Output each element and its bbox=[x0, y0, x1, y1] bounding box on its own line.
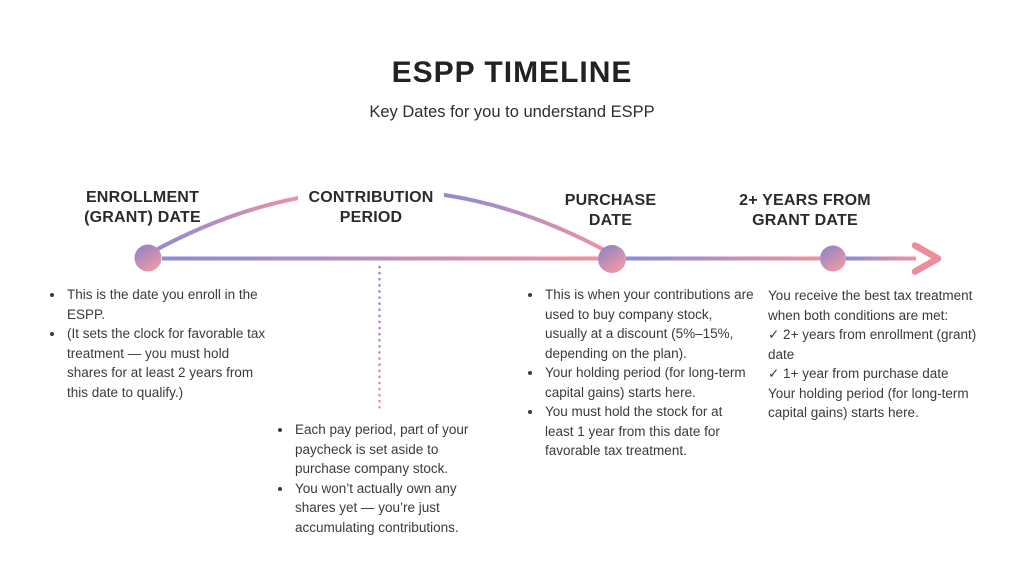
notes-enrollment: This is the date you enroll in the ESPP.… bbox=[48, 285, 272, 402]
milestone-label-line: CONTRIBUTION bbox=[308, 189, 434, 206]
page-title: ESPP TIMELINE bbox=[391, 56, 633, 89]
timeline-arrowhead-icon bbox=[911, 242, 942, 275]
milestone-label-grant-plus-2y: 2+ YEARS FROM GRANT DATE bbox=[723, 191, 887, 231]
note-bullet: This is the date you enroll in the ESPP. bbox=[65, 285, 272, 324]
milestone-label-purchase: PURCHASE DATE bbox=[548, 191, 673, 231]
note-line-checkmark: ✓ 2+ years from enrollment (grant) date bbox=[768, 327, 977, 362]
milestone-dot-enrollment bbox=[134, 244, 162, 272]
milestone-label-line: ENROLLMENT bbox=[85, 189, 200, 206]
milestone-label-line: GRANT DATE bbox=[752, 212, 858, 229]
note-bullet: This is when your contributions are used… bbox=[543, 285, 754, 363]
milestone-dot-purchase bbox=[598, 245, 626, 273]
notes-list: This is when your contributions are used… bbox=[526, 285, 754, 461]
note-bullet: Your holding period (for long-term capit… bbox=[543, 363, 754, 402]
note-line: Your holding period (for long-term capit… bbox=[768, 385, 969, 421]
milestone-dot-grant-plus-2y bbox=[820, 245, 846, 272]
note-bullet: (It sets the clock for favorable tax tre… bbox=[65, 324, 272, 402]
milestone-label-line: 2+ YEARS FROM bbox=[739, 192, 871, 209]
notes-grant-plus-2y: You receive the best tax treatment when … bbox=[768, 286, 1000, 423]
note-line: You receive the best tax treatment when … bbox=[768, 288, 973, 323]
note-bullet: Each pay period, part of your paycheck i… bbox=[293, 420, 488, 479]
notes-list: This is the date you enroll in the ESPP.… bbox=[48, 285, 272, 402]
page-subtitle: Key Dates for you to understand ESPP bbox=[369, 103, 655, 121]
milestone-label-line: PERIOD bbox=[339, 209, 403, 226]
note-bullet: You won’t actually own any shares yet — … bbox=[293, 479, 488, 538]
note-bullet: You must hold the stock for at least 1 y… bbox=[543, 402, 754, 461]
milestone-label-line: (GRANT) DATE bbox=[84, 209, 201, 226]
milestone-label-line: PURCHASE bbox=[564, 192, 657, 209]
notes-list: Each pay period, part of your paycheck i… bbox=[276, 420, 488, 537]
notes-purchase: This is when your contributions are used… bbox=[526, 285, 754, 461]
milestone-label-line: DATE bbox=[588, 212, 633, 229]
milestone-label-enrollment: ENROLLMENT (GRANT) DATE bbox=[60, 188, 225, 228]
milestone-label-contribution: CONTRIBUTION PERIOD bbox=[298, 186, 444, 232]
note-line-checkmark: ✓ 1+ year from purchase date bbox=[768, 366, 949, 381]
notes-contribution: Each pay period, part of your paycheck i… bbox=[276, 420, 488, 537]
